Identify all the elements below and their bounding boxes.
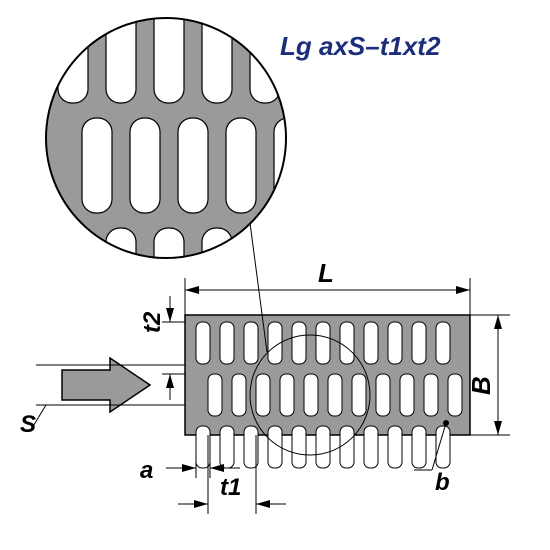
svg-text:B: B — [466, 376, 496, 395]
svg-text:t2: t2 — [139, 311, 166, 333]
svg-text:t1: t1 — [220, 474, 241, 501]
svg-text:b: b — [435, 469, 450, 496]
dimension-L: L — [185, 258, 470, 315]
svg-text:L: L — [318, 258, 334, 288]
formula-title: Lg axS–t1xt2 — [280, 31, 441, 61]
detail-view — [44, 8, 304, 323]
dimension-B: B — [466, 315, 510, 435]
svg-text:S: S — [20, 411, 36, 438]
svg-text:a: a — [140, 457, 153, 484]
thickness-arrow-icon — [62, 358, 150, 412]
